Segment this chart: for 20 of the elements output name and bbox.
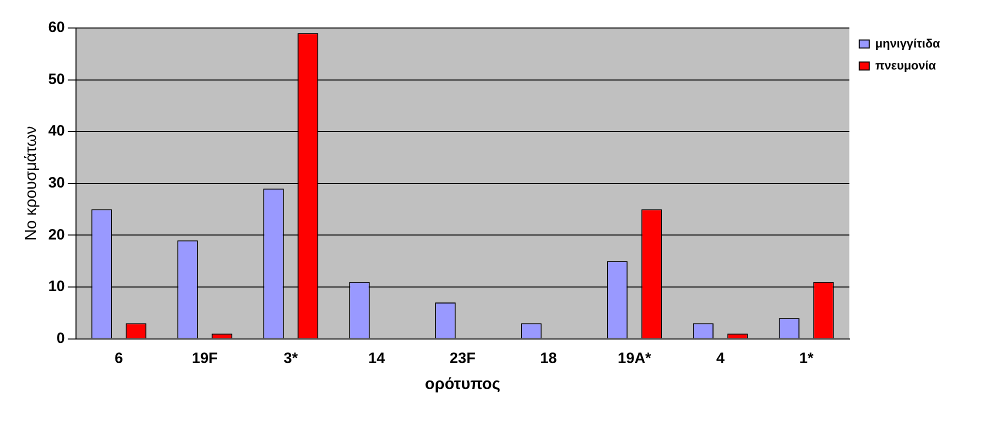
x-tick-label: 1* [799, 350, 814, 367]
legend-label: μηνιγγίτιδα [875, 36, 941, 50]
y-tick-label: 60 [48, 19, 65, 36]
x-tick-label: 23F [450, 350, 476, 367]
y-axis-title: Νο κρουσμάτων [23, 126, 40, 241]
y-tick-label: 0 [56, 330, 65, 347]
x-tick-label: 19F [192, 350, 218, 367]
y-tick-label: 10 [48, 278, 65, 296]
y-tick-label: 20 [48, 226, 65, 244]
x-tick-label: 3* [284, 350, 298, 367]
x-tick-label: 19A* [618, 350, 652, 367]
y-tick-label: 30 [48, 174, 65, 192]
x-tick-label: 6 [114, 350, 124, 367]
x-tick-label: 14 [368, 350, 386, 367]
x-tick-label: 18 [540, 350, 557, 367]
legend-label: πνευμονία [875, 58, 937, 72]
x-tick-label: 4 [716, 350, 726, 367]
y-tick-label: 40 [48, 122, 65, 140]
y-tick-label: 50 [48, 70, 65, 88]
x-axis-title: ορότυπος [424, 376, 500, 393]
